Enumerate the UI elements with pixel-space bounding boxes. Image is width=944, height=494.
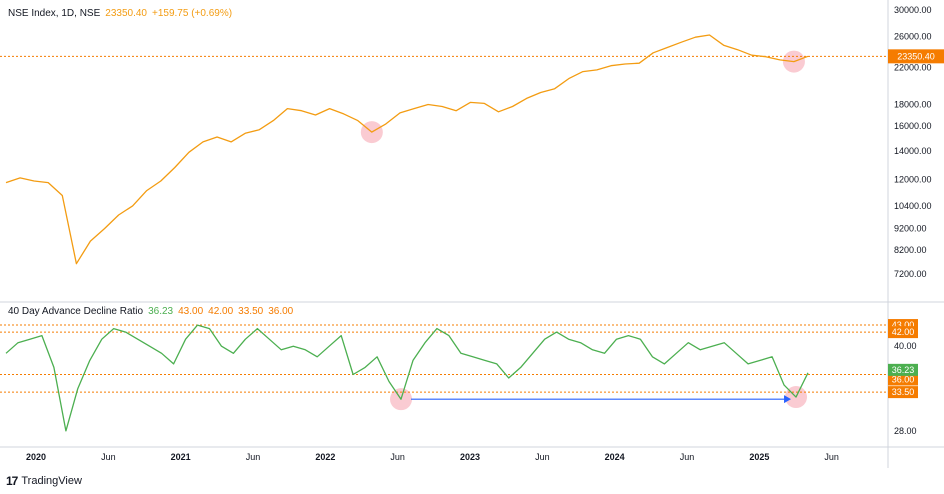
x-axis-labels: 2020 Jun 2021 Jun 2022 Jun 2023 Jun 2024 Jun 2025 J… <box>26 452 839 462</box>
ratio-last-label: 36.23 <box>892 365 915 375</box>
tradingview-label: TradingView <box>21 475 82 487</box>
last-price-label: 23350.40 <box>897 51 935 61</box>
y-tick-label: 30000.00 <box>894 5 932 15</box>
lower-legend-v3: 42.00 <box>208 306 234 317</box>
level-tag <box>888 326 918 339</box>
x-tick-label: 2025 <box>749 452 769 462</box>
y-tick-label: 18000.00 <box>894 99 932 109</box>
y-tick-label: 12000.00 <box>894 174 932 184</box>
last-price-tag <box>888 49 944 64</box>
x-tick-label: Jun <box>101 452 116 462</box>
x-tick-label: Jun <box>535 452 550 462</box>
ratio-last-tag <box>888 363 918 376</box>
y-tick-label: 14000.00 <box>894 146 932 156</box>
series-lines <box>5 34 809 432</box>
upper-legend: NSE Index, 1D, NSE 23350.40 +159.75 (+0.69… <box>8 8 237 19</box>
x-tick-label: Jun <box>824 452 839 462</box>
level-tag <box>888 386 918 399</box>
y-tick-label: 7200.00 <box>894 269 927 279</box>
x-tick-label: Jun <box>680 452 695 462</box>
level-label: 36.00 <box>892 374 915 384</box>
ratio-line <box>5 324 809 432</box>
y-tick-label: 9200.00 <box>894 224 927 234</box>
arrow-layer <box>411 395 792 404</box>
lower-legend-v4: 33.50 <box>238 306 264 317</box>
reference-lines-lower <box>0 324 888 393</box>
lower-legend-v5: 36.00 <box>268 306 294 317</box>
y-axis-labels: 30000.00 26000.00 22000.00 18000.00 16000.00… <box>894 5 932 436</box>
y-tick-label: 28.00 <box>894 426 917 436</box>
y-tick-label: 26000.00 <box>894 31 932 41</box>
upper-legend-change: +159.75 (+0.69%) <box>151 8 233 19</box>
lower-legend: 40 Day Advance Decline Ratio 36.23 43.00 42… <box>8 306 298 317</box>
level-tag <box>888 373 918 386</box>
y-tick-label: 40.00 <box>894 341 917 351</box>
y-tick-label: 22000.00 <box>894 62 932 72</box>
upper-legend-symbol: NSE Index, 1D, NSE <box>8 8 101 19</box>
lower-legend-v1: 36.23 <box>148 306 174 317</box>
tradingview-logo[interactable]: 17 TradingView <box>6 474 82 488</box>
y-tick-label: 16000.00 <box>894 121 932 131</box>
x-tick-label: 2022 <box>315 452 335 462</box>
level-label: 33.50 <box>892 387 915 397</box>
y-tick-label: 10400.00 <box>894 201 932 211</box>
x-tick-label: Jun <box>390 452 405 462</box>
x-tick-label: 2024 <box>605 452 625 462</box>
lower-legend-v2: 43.00 <box>178 306 204 317</box>
x-tick-label: Jun <box>246 452 261 462</box>
level-label: 43.00 <box>892 320 915 330</box>
x-tick-label: 2021 <box>171 452 191 462</box>
index-line <box>5 34 809 265</box>
level-label: 42.00 <box>892 327 915 337</box>
arrow-head <box>784 395 792 404</box>
upper-legend-last: 23350.40 <box>105 8 147 19</box>
y-tick-label: 8200.00 <box>894 245 927 255</box>
x-tick-label: 2020 <box>26 452 46 462</box>
x-tick-label: 2023 <box>460 452 480 462</box>
tradingview-icon: 17 <box>6 474 18 488</box>
lower-legend-name: 40 Day Advance Decline Ratio <box>8 306 144 317</box>
